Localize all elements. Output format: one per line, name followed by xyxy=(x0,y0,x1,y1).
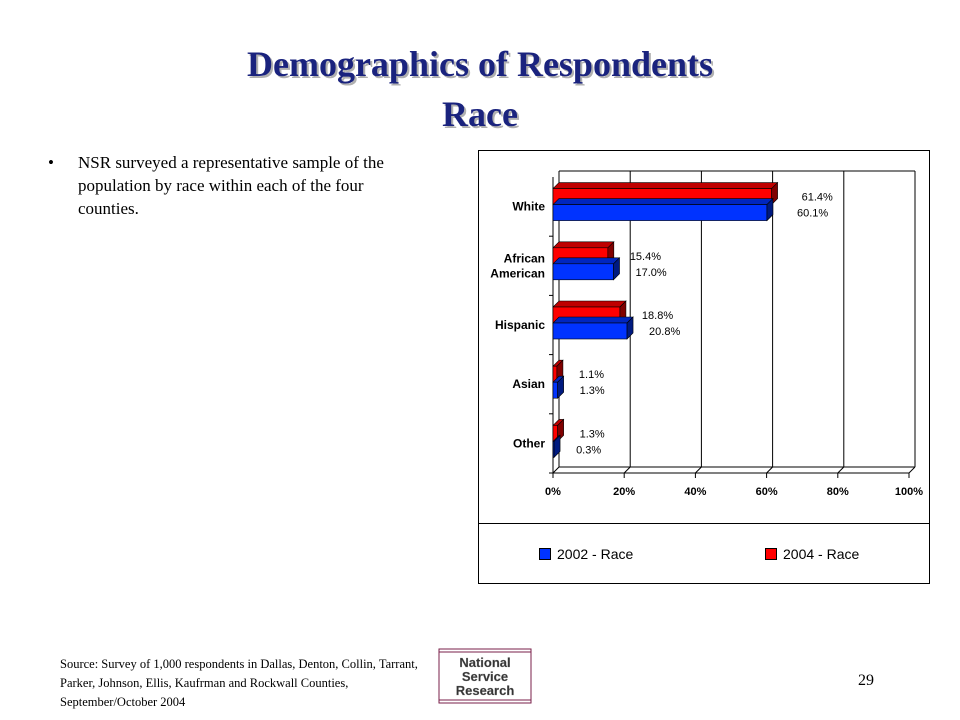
data-label: 15.4% xyxy=(630,251,661,263)
data-label: 61.4% xyxy=(802,192,833,204)
bar-top xyxy=(552,257,621,265)
x-tick-label: 100% xyxy=(895,486,923,498)
bar xyxy=(552,322,628,340)
data-label: 18.8% xyxy=(642,310,673,322)
bar-top xyxy=(552,300,627,308)
x-tick-label: 40% xyxy=(684,486,706,498)
gridline-floor xyxy=(766,466,773,474)
page-number: 29 xyxy=(858,672,874,689)
bullet-text: NSR surveyed a representative sample of … xyxy=(78,153,384,218)
bar-top xyxy=(552,241,615,249)
bar-top xyxy=(552,182,779,189)
chart-container: 0% 20% 40% 60% 80% 100% White 61.4% 60.1% African… xyxy=(478,150,930,584)
bar-side xyxy=(557,375,564,399)
category-label: African xyxy=(504,251,545,265)
category-label: White xyxy=(512,200,545,214)
x-tick-label: 20% xyxy=(613,486,635,498)
bar-top xyxy=(552,198,774,205)
bar-side xyxy=(553,434,561,459)
legend-swatch-2004 xyxy=(765,548,777,560)
bullet-dot: • xyxy=(48,153,54,172)
data-label: 20.8% xyxy=(649,326,680,338)
data-label: 17.0% xyxy=(636,267,667,279)
x-tick-label: 0% xyxy=(545,486,561,498)
source-note: Source: Survey of 1,000 respondents in D… xyxy=(60,657,418,709)
data-label: 1.3% xyxy=(580,385,605,397)
bar-side xyxy=(626,316,634,340)
legend-item-2004: 2004 - Race xyxy=(765,546,859,562)
gridline-floor xyxy=(623,466,631,474)
gridline-floor xyxy=(908,466,916,474)
slide-title: Demographics of Respondents xyxy=(246,44,713,84)
nsr-logo: National Service Research xyxy=(438,648,532,704)
chart-legend: 2002 - Race 2004 - Race xyxy=(479,523,929,583)
svg-text:Service: Service xyxy=(462,669,508,684)
svg-text:National: National xyxy=(459,655,510,670)
slide-subtitle: Race xyxy=(442,94,518,134)
legend-item-2002: 2002 - Race xyxy=(539,546,633,562)
data-label: 60.1% xyxy=(797,208,828,220)
category-label: Other xyxy=(513,436,545,450)
svg-text:Research: Research xyxy=(456,683,515,698)
category-label: American xyxy=(490,266,545,280)
category-label: Hispanic xyxy=(495,318,545,332)
bar-side xyxy=(613,257,620,281)
x-tick-label: 80% xyxy=(827,486,849,498)
bar-side xyxy=(766,197,774,222)
gridline-floor xyxy=(695,466,702,474)
race-bar-chart: 0% 20% 40% 60% 80% 100% White 61.4% 60.1% African… xyxy=(490,170,923,498)
bar xyxy=(552,263,614,281)
bar-top xyxy=(552,316,634,324)
x-tick-label: 60% xyxy=(756,486,778,498)
legend-swatch-2002 xyxy=(539,548,551,560)
gridline-floor xyxy=(837,466,845,474)
bullet-point: • NSR surveyed a representative sample o… xyxy=(48,152,428,221)
data-label: 0.3% xyxy=(576,444,601,456)
bar xyxy=(552,381,558,399)
legend-label-2004: 2004 - Race xyxy=(783,546,860,562)
legend-label-2002: 2002 - Race xyxy=(557,546,634,562)
data-label: 1.3% xyxy=(580,428,605,440)
category-label: Asian xyxy=(512,377,545,391)
bar xyxy=(552,204,768,221)
data-label: 1.1% xyxy=(579,369,604,381)
